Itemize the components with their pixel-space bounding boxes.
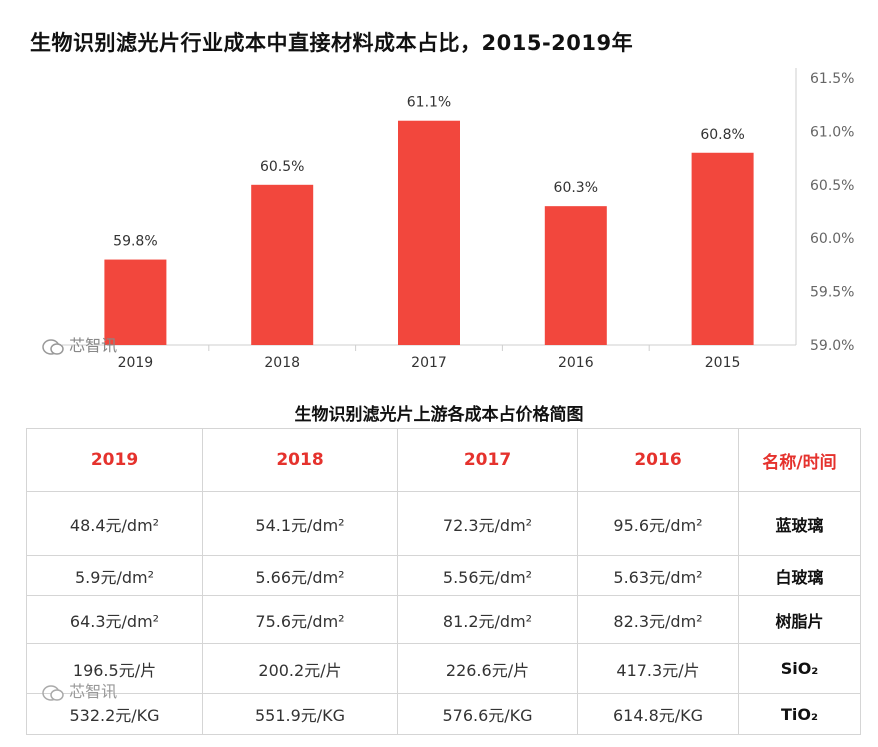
data-label: 61.1% [407, 95, 451, 111]
table-cell: 75.6元/dm² [202, 595, 398, 644]
row-label: 白玻璃 [738, 555, 861, 596]
table-cell: 81.2元/dm² [397, 595, 578, 644]
x-tick-label: 2018 [264, 355, 300, 371]
table-cell: 82.3元/dm² [577, 595, 739, 644]
table-cell: 95.6元/dm² [577, 491, 739, 556]
data-label: 60.8% [700, 127, 744, 143]
bar-chart: 59.0% 59.5% 60.0% 60.5% 61.0% 61.5% 59.8% 2019 6… [62, 68, 854, 371]
table-row: 5.9元/dm² 5.66元/dm² 5.56元/dm² 5.63元/dm² 白… [26, 555, 861, 596]
table-cell: 5.9元/dm² [26, 555, 203, 596]
table-cell: 226.6元/片 [397, 643, 578, 694]
watermark-text: 芯智讯 [69, 336, 118, 355]
table-cell: 5.66元/dm² [202, 555, 398, 596]
data-label: 60.3% [554, 180, 598, 196]
bar [544, 206, 607, 345]
y-tick-label: 59.0% [810, 338, 854, 354]
table-cell: 54.1元/dm² [202, 491, 398, 556]
table-row: 48.4元/dm² 54.1元/dm² 72.3元/dm² 95.6元/dm² … [26, 491, 861, 556]
table-title: 生物识别滤光片上游各成本占价格简图 [294, 405, 584, 425]
header-2019: 2019 [26, 428, 203, 492]
data-label: 60.5% [260, 159, 304, 175]
table-row: 64.3元/dm² 75.6元/dm² 81.2元/dm² 82.3元/dm² … [26, 595, 861, 644]
table-cell: 576.6元/KG [397, 693, 578, 735]
bar [104, 259, 167, 345]
watermark-text: 芯智讯 [69, 682, 118, 701]
x-tick-label: 2015 [705, 355, 741, 371]
table-cell: 5.56元/dm² [397, 555, 578, 596]
data-label: 59.8% [113, 234, 157, 250]
table-cell: 48.4元/dm² [26, 491, 203, 556]
table-cell: 532.2元/KG [26, 693, 203, 735]
y-tick-label: 60.0% [810, 231, 854, 247]
watermark: 芯智讯 [42, 678, 117, 702]
y-tick-label: 61.0% [810, 124, 854, 140]
row-label: 蓝玻璃 [738, 491, 861, 556]
row-label: 树脂片 [738, 595, 861, 644]
watermark: 芯智讯 [42, 332, 117, 356]
bar [251, 184, 314, 345]
bar [398, 120, 460, 345]
table-cell: 72.3元/dm² [397, 491, 578, 556]
row-label: SiO₂ [738, 643, 861, 694]
header-2018: 2018 [202, 428, 398, 492]
table-cell: 551.9元/KG [202, 693, 398, 735]
x-tick-label: 2016 [558, 355, 594, 371]
y-tick-label: 60.5% [810, 178, 854, 194]
table-row: 532.2元/KG 551.9元/KG 576.6元/KG 614.8元/KG … [26, 693, 861, 735]
bar [691, 152, 754, 345]
y-tick-label: 59.5% [810, 285, 854, 301]
chart-title: 生物识别滤光片行业成本中直接材料成本占比，2015-2019年 [30, 31, 634, 55]
chat-bubble-icon [42, 684, 64, 701]
chat-bubble-icon [42, 338, 64, 355]
table-cell: 417.3元/片 [577, 643, 739, 694]
y-tick-label: 61.5% [810, 71, 854, 87]
table-cell: 200.2元/片 [202, 643, 398, 694]
x-tick-label: 2019 [118, 355, 154, 371]
header-2017: 2017 [397, 428, 578, 492]
table-row: 196.5元/片 200.2元/片 226.6元/片 417.3元/片 SiO₂ [26, 643, 861, 694]
table-cell: 5.63元/dm² [577, 555, 739, 596]
header-name-time: 名称/时间 [738, 428, 861, 492]
table-cell: 614.8元/KG [577, 693, 739, 735]
price-table: 2019 2018 2017 2016 名称/时间 48.4元/dm² 54.1… [26, 428, 861, 735]
table-header-row: 2019 2018 2017 2016 名称/时间 [26, 428, 861, 492]
x-tick-label: 2017 [411, 355, 447, 371]
header-2016: 2016 [577, 428, 739, 492]
table-cell: 64.3元/dm² [26, 595, 203, 644]
row-label: TiO₂ [738, 693, 861, 735]
